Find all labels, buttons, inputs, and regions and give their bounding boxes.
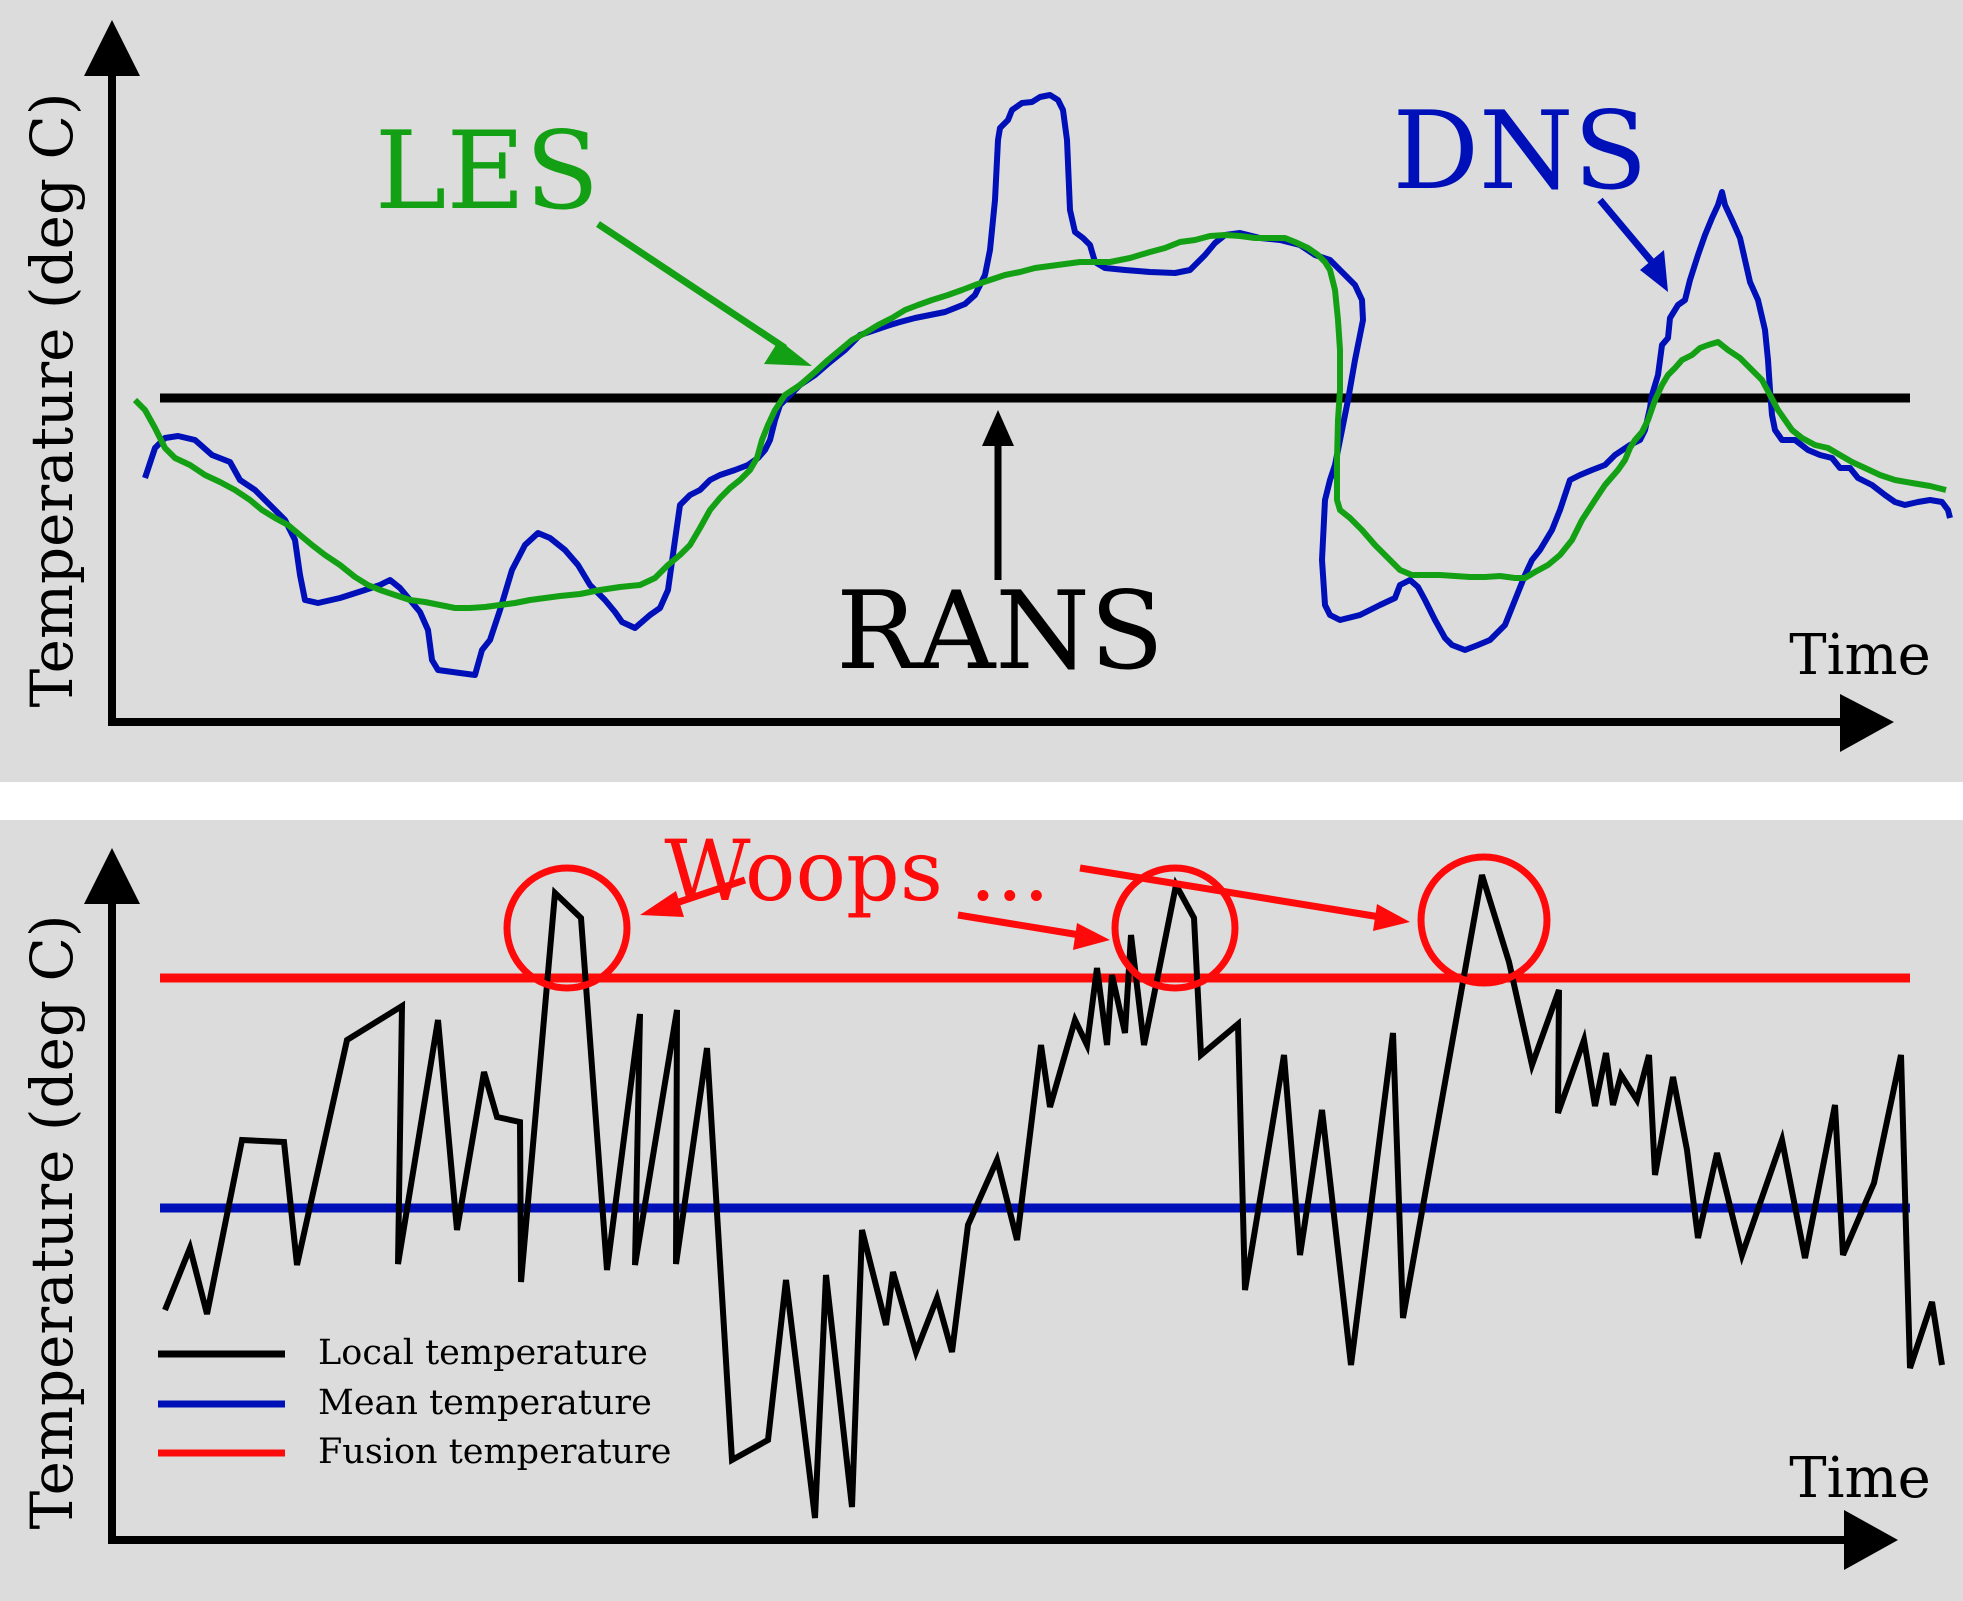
bottom-y-axis-label: Temperature (deg C) <box>18 914 86 1529</box>
top-x-axis-arrowhead <box>1840 694 1894 752</box>
local-temperature-curve <box>162 874 1945 1519</box>
top-panel-background <box>0 0 1963 782</box>
legend-label-fusion: Fusion temperature <box>318 1432 671 1472</box>
woops-circle-1 <box>503 864 631 992</box>
woops-arrow-1-shaft <box>668 876 747 909</box>
les-label: LES <box>375 109 600 234</box>
woops-arrow-3-head <box>1373 904 1410 931</box>
woops-arrow-1-head <box>640 891 684 917</box>
woops-arrow-2-shaft <box>957 911 1081 939</box>
les-arrow-shaft <box>596 221 787 351</box>
woops-label: Woops ... <box>664 822 1049 920</box>
rans-label: RANS <box>836 569 1164 694</box>
bottom-x-axis-label: Time <box>1789 1446 1931 1511</box>
dns-label: DNS <box>1392 89 1647 214</box>
woops-arrow-3-shaft <box>1079 864 1381 921</box>
legend: Local temperature Mean temperature Fusio… <box>158 1333 671 1472</box>
legend-label-local: Local temperature <box>318 1333 648 1373</box>
woops-circle-2 <box>1111 864 1239 992</box>
top-x-axis-label: Time <box>1789 623 1931 688</box>
rans-arrowhead <box>982 410 1014 446</box>
bottom-y-axis-arrowhead <box>84 848 140 904</box>
dns-arrow-shaft <box>1597 197 1655 265</box>
top-y-axis-label: Temperature (deg C) <box>18 92 86 707</box>
woops-circle-3 <box>1417 853 1551 987</box>
woops-arrow-2-head <box>1073 923 1110 950</box>
bottom-panel: Temperature (deg C) Time Woops ... Local… <box>0 820 1963 1601</box>
legend-label-mean: Mean temperature <box>318 1383 652 1423</box>
bottom-x-axis-arrowhead <box>1844 1510 1898 1570</box>
dns-curve <box>142 92 1953 678</box>
top-y-axis-arrowhead <box>84 20 140 76</box>
les-arrowhead <box>764 340 812 366</box>
dns-arrowhead <box>1640 250 1668 292</box>
top-panel: Temperature (deg C) Time RANS LES DNS <box>0 0 1963 782</box>
les-curve <box>132 232 1947 611</box>
